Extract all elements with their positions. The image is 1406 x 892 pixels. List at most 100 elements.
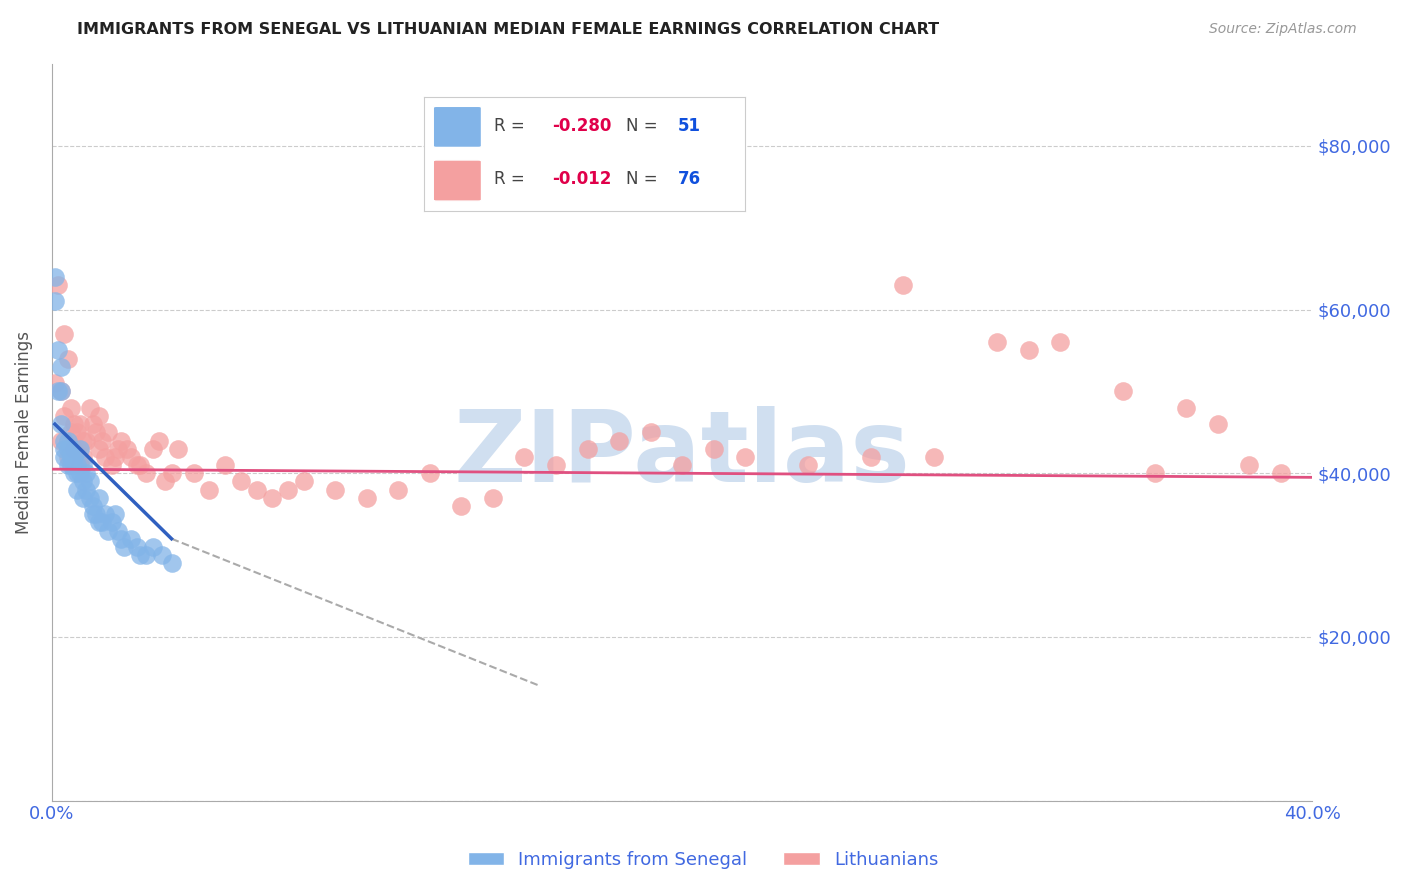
Point xyxy=(62,467,84,481)
Point xyxy=(84,507,107,521)
Point xyxy=(51,384,73,399)
Point xyxy=(79,491,101,505)
Point xyxy=(129,458,152,472)
Point xyxy=(46,384,69,399)
Point xyxy=(100,458,122,472)
Point xyxy=(734,450,756,464)
Point xyxy=(419,467,441,481)
Point xyxy=(44,294,66,309)
Text: IMMIGRANTS FROM SENEGAL VS LITHUANIAN MEDIAN FEMALE EARNINGS CORRELATION CHART: IMMIGRANTS FROM SENEGAL VS LITHUANIAN ME… xyxy=(77,22,939,37)
Point xyxy=(387,483,409,497)
Point xyxy=(1112,384,1135,399)
Point xyxy=(183,467,205,481)
Point xyxy=(110,532,132,546)
Point xyxy=(986,335,1008,350)
Point xyxy=(51,384,73,399)
Point xyxy=(75,467,97,481)
Point xyxy=(75,483,97,497)
Point xyxy=(72,450,94,464)
Point xyxy=(150,548,173,562)
Point xyxy=(155,475,177,489)
Point xyxy=(51,359,73,374)
Point xyxy=(69,458,91,472)
Point xyxy=(703,442,725,456)
Point xyxy=(160,556,183,570)
Point xyxy=(94,450,117,464)
Point xyxy=(229,475,252,489)
Point xyxy=(107,442,129,456)
Point xyxy=(79,475,101,489)
Point xyxy=(53,327,76,342)
Point xyxy=(513,450,536,464)
Point xyxy=(66,442,89,456)
Point xyxy=(69,467,91,481)
Point xyxy=(69,417,91,432)
Point xyxy=(1175,401,1198,415)
Point xyxy=(576,442,599,456)
Point xyxy=(69,442,91,456)
Point xyxy=(607,434,630,448)
Point xyxy=(87,409,110,423)
Point xyxy=(87,491,110,505)
Point xyxy=(91,434,114,448)
Point xyxy=(125,540,148,554)
Point xyxy=(72,434,94,448)
Point xyxy=(62,450,84,464)
Point xyxy=(107,524,129,538)
Point xyxy=(62,442,84,456)
Point xyxy=(797,458,820,472)
Point xyxy=(59,450,82,464)
Point xyxy=(482,491,505,505)
Point xyxy=(84,425,107,440)
Point xyxy=(1143,467,1166,481)
Point xyxy=(110,434,132,448)
Point xyxy=(87,516,110,530)
Point xyxy=(94,507,117,521)
Point xyxy=(104,450,127,464)
Point xyxy=(82,499,104,513)
Point xyxy=(82,507,104,521)
Point xyxy=(46,343,69,358)
Point xyxy=(1270,467,1292,481)
Point xyxy=(97,524,120,538)
Point xyxy=(135,548,157,562)
Point xyxy=(79,401,101,415)
Point xyxy=(72,491,94,505)
Point xyxy=(72,475,94,489)
Point xyxy=(66,458,89,472)
Point xyxy=(1239,458,1261,472)
Point xyxy=(246,483,269,497)
Point xyxy=(120,532,142,546)
Point xyxy=(66,467,89,481)
Point xyxy=(277,483,299,497)
Point xyxy=(82,417,104,432)
Point xyxy=(160,467,183,481)
Point xyxy=(450,499,472,513)
Point xyxy=(51,417,73,432)
Point xyxy=(56,351,79,366)
Point xyxy=(62,458,84,472)
Y-axis label: Median Female Earnings: Median Female Earnings xyxy=(15,331,32,533)
Point xyxy=(104,507,127,521)
Point xyxy=(56,434,79,448)
Point xyxy=(356,491,378,505)
Point xyxy=(56,450,79,464)
Point xyxy=(53,434,76,448)
Point xyxy=(129,548,152,562)
Point xyxy=(117,442,139,456)
Point xyxy=(891,278,914,293)
Point xyxy=(66,425,89,440)
Point xyxy=(59,458,82,472)
Point xyxy=(1206,417,1229,432)
Point xyxy=(671,458,693,472)
Point xyxy=(148,434,170,448)
Point xyxy=(75,434,97,448)
Point xyxy=(640,425,662,440)
Point xyxy=(44,376,66,391)
Point xyxy=(53,409,76,423)
Point xyxy=(142,540,165,554)
Point xyxy=(198,483,221,497)
Point xyxy=(1049,335,1071,350)
Point xyxy=(325,483,347,497)
Point xyxy=(166,442,188,456)
